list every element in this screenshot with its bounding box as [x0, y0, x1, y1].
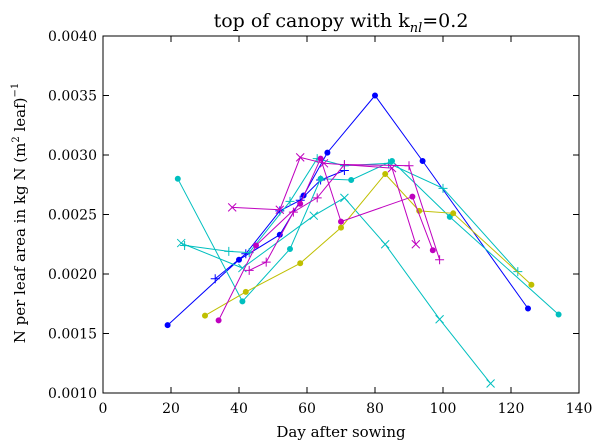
y-tick-label: 0.0025 [48, 208, 97, 224]
x-tick-label: 100 [430, 401, 457, 417]
data-point [338, 224, 344, 231]
data-point [384, 158, 394, 168]
title-value: =0.2 [422, 10, 468, 32]
data-point [287, 246, 293, 253]
data-point [174, 175, 181, 182]
y-axis-label: N per leaf area in kg N (m2 leaf)−1 [10, 83, 29, 344]
data-point [389, 157, 395, 164]
series-5 [176, 193, 495, 388]
series-9 [227, 153, 421, 249]
data-point [242, 288, 249, 295]
data-point [411, 239, 421, 249]
ylabel-tail: leaf) [11, 97, 29, 136]
data-point [244, 265, 254, 275]
data-point [285, 196, 295, 206]
y-tick-label: 0.0015 [48, 327, 97, 343]
x-tick-label: 40 [230, 401, 248, 417]
data-point [176, 238, 186, 248]
data-point [297, 260, 304, 267]
data-point [435, 314, 444, 324]
y-tick-label: 0.0030 [48, 148, 97, 164]
data-point [295, 153, 305, 162]
ylabel-exponent: −1 [10, 83, 21, 98]
data-point [555, 311, 562, 318]
data-point [239, 298, 246, 305]
series-6 [202, 171, 535, 319]
data-point [450, 210, 457, 217]
data-point [338, 218, 344, 225]
data-point [288, 207, 298, 217]
y-tick-label: 0.0020 [48, 267, 97, 283]
chart-title: top of canopy with knl=0.2 [214, 10, 469, 36]
data-point [387, 163, 397, 173]
data-point [253, 242, 259, 249]
data-point [438, 183, 448, 193]
series-line [177, 160, 559, 315]
data-point [380, 239, 390, 249]
x-tick-label: 140 [566, 401, 593, 417]
x-tick-label: 80 [366, 401, 384, 417]
data-point [486, 379, 495, 388]
series-line [204, 173, 532, 317]
series-line [232, 156, 417, 245]
data-point [317, 175, 324, 182]
data-point [227, 203, 237, 212]
title-subscript: nl [410, 21, 423, 36]
data-point [528, 281, 535, 288]
plot-area [164, 92, 562, 388]
series-line [214, 170, 345, 280]
x-tick-label: 120 [498, 401, 525, 417]
data-point [202, 312, 208, 319]
x-tick-label: 60 [298, 401, 316, 417]
data-point [348, 176, 355, 183]
data-point [340, 193, 349, 203]
ylabel-superscript: 2 [11, 136, 22, 142]
axis-ticks: 0 20 40 60 80 100 120 140 0.0010 0.0015 0.0020 0.00… [48, 29, 592, 417]
series-3 [174, 157, 562, 318]
data-point [435, 255, 445, 265]
data-point [261, 257, 271, 267]
data-point [224, 246, 234, 256]
series-line [167, 94, 529, 326]
y-tick-label: 0.0035 [48, 89, 97, 105]
x-axis-label: Day after sowing [276, 423, 406, 440]
x-tick-label: 0 [99, 401, 108, 417]
data-point [409, 193, 416, 200]
data-point [446, 213, 453, 220]
series-line [181, 197, 491, 384]
data-point [429, 247, 436, 254]
data-point [309, 211, 319, 221]
data-point [312, 193, 322, 203]
series-7 [215, 155, 436, 324]
data-point [525, 305, 531, 312]
series-1 [164, 92, 531, 329]
data-point [419, 157, 426, 164]
data-point [404, 161, 414, 171]
y-tick-label: 0.0040 [48, 29, 97, 45]
data-point [215, 317, 222, 324]
data-point [164, 322, 171, 329]
ylabel-main: N per leaf area in kg N (m [11, 143, 29, 344]
data-point [372, 92, 378, 99]
title-main: top of canopy with k [214, 10, 411, 32]
series-line [218, 157, 434, 321]
data-point [319, 158, 329, 168]
y-tick-label: 0.0010 [48, 386, 97, 402]
data-point [324, 149, 331, 156]
data-point [210, 274, 220, 284]
plot-frame [102, 35, 580, 394]
x-tick-label: 20 [162, 401, 180, 417]
data-point [317, 155, 324, 162]
data-point [382, 171, 389, 178]
data-point [275, 205, 285, 215]
data-point [297, 200, 304, 207]
